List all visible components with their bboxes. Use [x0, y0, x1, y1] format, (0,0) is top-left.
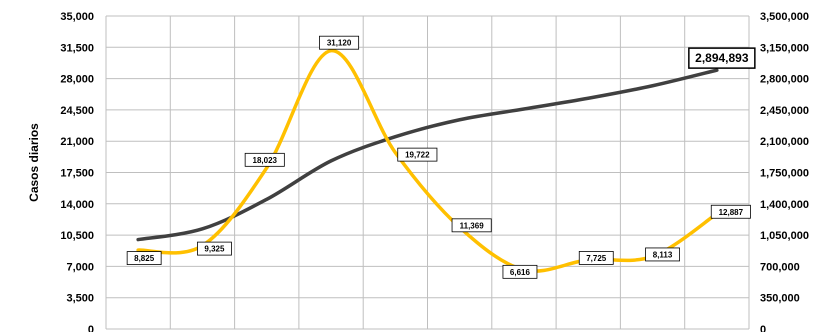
data-label-text: 7,725: [586, 254, 607, 263]
y-tick-label-left: 3,500: [66, 293, 94, 305]
y-tick-label-left: 0: [88, 324, 94, 332]
data-label-box: [197, 241, 232, 256]
y-tick-label-left: 21,000: [60, 136, 94, 148]
y-tick-label-left: 24,500: [60, 105, 94, 117]
y-tick-label-left: 7,000: [66, 261, 94, 273]
end-label-box: [688, 47, 756, 69]
y-tick-label-right: 3,150,000: [760, 42, 809, 54]
y-tick-label-right: 2,100,000: [760, 136, 809, 148]
data-label: 7,725: [578, 251, 614, 265]
y-tick-label-right: 0: [760, 324, 766, 332]
grid: [105, 15, 750, 330]
data-label: 8,113: [645, 247, 680, 262]
y-axis-right: 0 350,000 700,000 1,050,000 1,400,000 1,750,0…: [760, 11, 809, 332]
data-label-box: [710, 204, 751, 219]
data-label: 18,023: [244, 152, 285, 167]
data-label: 12,887: [710, 204, 751, 219]
y-tick-label-left: 35,000: [60, 11, 94, 23]
y-tick-label-left: 14,000: [60, 199, 94, 211]
data-label-text: 18,023: [253, 156, 278, 165]
data-label-text: 31,120: [327, 39, 352, 48]
data-label: 9,325: [197, 241, 232, 256]
data-label: 8,825: [126, 251, 162, 265]
data-label-box: [319, 35, 360, 50]
data-label-box: [397, 147, 438, 162]
y-tick-label-left: 10,500: [60, 230, 94, 242]
data-label: 31,120: [319, 35, 360, 50]
data-label-box: [578, 251, 614, 265]
y-tick-label-right: 700,000: [760, 261, 800, 273]
y-tick-label-left: 28,000: [60, 74, 94, 86]
y-tick-label-left: 17,500: [60, 168, 94, 180]
data-label-text: 12,887: [719, 208, 744, 217]
y-tick-label-right: 1,050,000: [760, 230, 809, 242]
data-label-text: 6,616: [510, 268, 531, 277]
data-label-text: 8,113: [653, 250, 673, 259]
data-label: 19,722: [397, 147, 438, 162]
y-axis-left: 0 3,500 7,000 10,500 14,000 17,500 21,000 24,50…: [60, 11, 94, 332]
y-tick-label-right: 2,800,000: [760, 74, 809, 86]
y-tick-label-left: 31,500: [60, 42, 94, 54]
data-label-box: [645, 247, 680, 262]
y-tick-label-right: 2,450,000: [760, 105, 809, 117]
data-label-box: [502, 264, 538, 279]
y-axis-label: Casos diarios: [27, 123, 41, 202]
data-label: 11,369: [451, 218, 492, 233]
y-tick-label-right: 1,750,000: [760, 168, 809, 180]
y-tick-label-right: 3,500,000: [760, 11, 809, 23]
data-label-box: [451, 218, 492, 233]
data-label-text: 11,369: [460, 221, 485, 230]
data-label: 6,616: [502, 264, 538, 279]
data-label-text: 8,825: [134, 254, 155, 263]
data-label-box: [126, 251, 162, 265]
end-label-text: 2,894,893: [695, 51, 749, 65]
data-label-text: 9,325: [204, 245, 225, 254]
end-label: 2,894,893: [688, 47, 756, 69]
data-label-box: [244, 152, 285, 167]
data-label-text: 19,722: [405, 151, 430, 160]
y-tick-label-right: 350,000: [760, 293, 800, 305]
y-tick-label-right: 1,400,000: [760, 199, 809, 211]
data-labels: 8,825 9,325 18,023 31,120 19,722 11,369 6,616 7…: [126, 35, 756, 279]
